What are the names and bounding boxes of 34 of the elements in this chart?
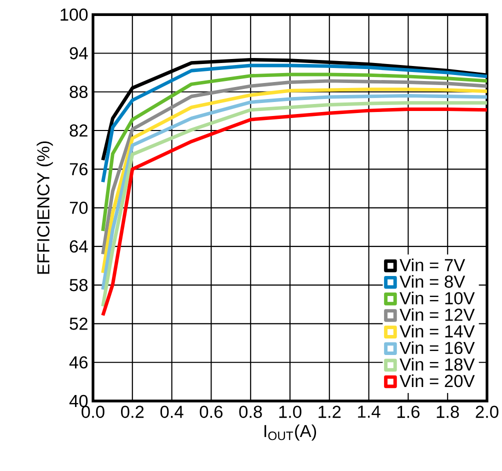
x-tick-label: 1.2: [318, 406, 341, 418]
x-tick-label: 0.4: [160, 406, 184, 418]
x-tick-label: 1.4: [358, 406, 380, 418]
x-tick-label: 1.6: [397, 406, 420, 418]
legend-label: Vin = 10V: [400, 292, 475, 304]
y-axis-title: EFFICIENCY (%): [36, 141, 53, 274]
legend-label: Vin = 20V: [400, 374, 475, 388]
legend-label: Vin = 16V: [400, 341, 475, 354]
y-tick-label: 76: [70, 163, 88, 176]
line-series: [101, 72, 488, 233]
legend-label: Vin = 12V: [400, 308, 475, 321]
y-tick-label: 52: [70, 318, 88, 330]
legend-label: Vin = 7V: [400, 258, 466, 272]
x-tick-label: 0.0: [82, 406, 104, 418]
y-tick-label: 40: [69, 394, 88, 408]
legend-label: Vin = 18V: [400, 358, 475, 371]
y-tick-label: 100: [60, 8, 88, 21]
x-tick-label: 1.0: [279, 406, 302, 418]
y-tick-label: 64: [70, 240, 88, 253]
legend-label: Vin = 14V: [400, 324, 475, 338]
legend-label: Vin = 8V: [400, 275, 466, 288]
y-tick-label: 70: [70, 202, 88, 214]
x-tick-label: 0.8: [239, 406, 262, 418]
x-tick-label: 0.6: [200, 406, 222, 418]
y-tick-label: 88: [70, 86, 88, 98]
y-tick-label: 82: [70, 124, 88, 137]
x-tick-label: 1.8: [436, 406, 459, 418]
x-tick-label: 2.0: [476, 406, 498, 418]
y-tick-label: 94: [70, 47, 88, 60]
x-axis-title: I$_{OUT}$(A): [264, 424, 316, 441]
x-tick-label: 0.2: [121, 406, 144, 418]
y-tick-label: 58: [70, 278, 88, 292]
y-tick-label: 46: [69, 356, 88, 368]
line-series: [101, 64, 488, 184]
